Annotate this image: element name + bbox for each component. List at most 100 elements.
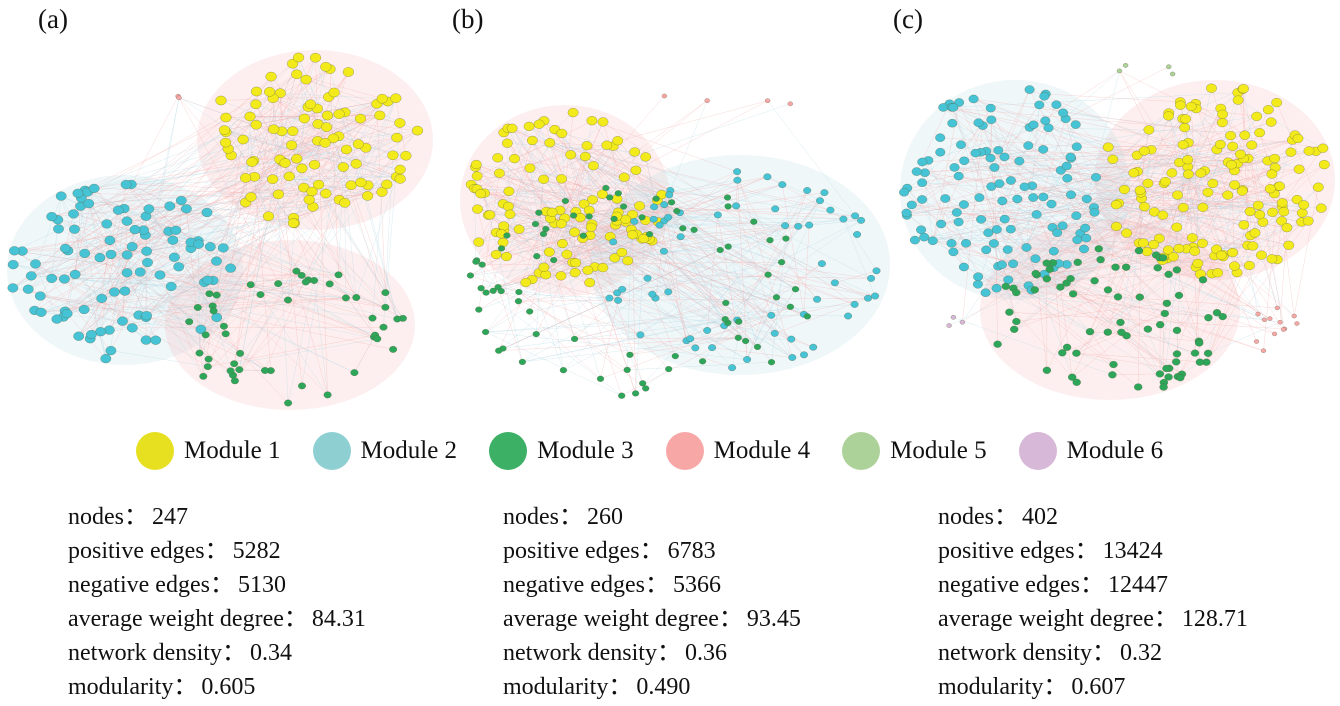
- edge: [503, 132, 793, 358]
- node-module-2: [951, 208, 962, 217]
- edge: [538, 124, 566, 202]
- node-module-1: [1225, 130, 1237, 141]
- node-module-1: [472, 204, 483, 214]
- edge: [234, 130, 418, 364]
- node-module-3: [1113, 293, 1123, 301]
- module-6-swatch: [1018, 432, 1057, 470]
- node-module-3: [531, 220, 540, 228]
- legend-label: Module 4: [713, 437, 811, 464]
- edge: [941, 159, 1188, 225]
- node-module-2: [69, 269, 81, 280]
- edge: [949, 151, 1316, 326]
- node-module-1: [555, 271, 567, 281]
- edge: [254, 176, 295, 224]
- node-module-2: [976, 215, 987, 224]
- node-module-3: [1072, 378, 1081, 386]
- edge: [952, 123, 1233, 253]
- edge: [1083, 114, 1223, 250]
- edge: [1004, 154, 1241, 158]
- stat-positive-edges: positive edges13424: [938, 534, 1248, 568]
- node-module-3: [381, 303, 390, 311]
- edge: [498, 337, 739, 351]
- node-module-3: [623, 366, 631, 374]
- edge: [1056, 104, 1232, 165]
- edge: [964, 160, 1072, 195]
- edge: [561, 133, 607, 146]
- node-module-5: [1169, 71, 1176, 77]
- node-module-2: [30, 259, 41, 269]
- edge: [1238, 99, 1323, 149]
- edge: [172, 240, 328, 396]
- edge: [1208, 322, 1281, 354]
- edge: [14, 108, 318, 251]
- node-module-1: [1215, 250, 1227, 260]
- node-module-2: [817, 260, 826, 268]
- edge: [14, 250, 208, 367]
- node-module-1: [523, 121, 535, 132]
- edge: [737, 190, 808, 321]
- edge: [471, 184, 591, 236]
- node-module-2: [648, 290, 657, 298]
- node-module-2: [141, 246, 153, 256]
- node-module-2: [112, 205, 124, 215]
- node-module-2: [204, 242, 216, 252]
- edge: [529, 126, 670, 196]
- node-module-1: [533, 119, 545, 129]
- node-module-1: [1276, 216, 1288, 226]
- edge: [600, 306, 791, 379]
- node-module-1: [1167, 252, 1179, 262]
- edge: [318, 184, 357, 298]
- node-module-3: [698, 358, 707, 365]
- node-module-2: [1051, 100, 1062, 110]
- edge: [585, 156, 805, 355]
- node-module-3: [596, 375, 605, 382]
- edge: [712, 347, 793, 358]
- node-module-2: [119, 286, 131, 296]
- edge: [629, 337, 739, 355]
- edge: [566, 249, 721, 255]
- network-c: [899, 63, 1335, 400]
- node-module-1: [1175, 100, 1186, 110]
- node-module-3: [323, 391, 332, 399]
- node-module-2: [73, 331, 85, 341]
- node-module-1: [298, 113, 311, 124]
- node-module-1: [1153, 233, 1165, 244]
- edge: [1177, 272, 1238, 377]
- node-module-3: [497, 287, 505, 295]
- node-module-1: [1229, 261, 1240, 271]
- edge: [575, 202, 672, 263]
- edge: [1234, 211, 1251, 267]
- edge: [1046, 150, 1310, 279]
- node-module-3: [221, 330, 230, 338]
- edge: [1163, 269, 1178, 383]
- node-module-1: [1254, 209, 1266, 220]
- node-module-2: [787, 335, 796, 343]
- node-module-3: [1162, 364, 1171, 373]
- node-module-3: [535, 209, 543, 216]
- node-module-2: [59, 243, 71, 254]
- edge: [911, 70, 1120, 206]
- node-module-1: [400, 150, 412, 161]
- node-module-2: [180, 204, 192, 214]
- edge: [1044, 260, 1163, 275]
- node-module-4: [176, 95, 182, 101]
- node-module-2: [713, 211, 722, 219]
- node-module-2: [972, 279, 983, 289]
- node-module-3: [1153, 264, 1162, 272]
- node-module-2: [733, 168, 742, 176]
- node-module-3: [1042, 275, 1052, 283]
- node-module-3: [236, 349, 245, 357]
- edge: [206, 212, 403, 319]
- node-module-3: [1094, 245, 1104, 253]
- edge: [1139, 188, 1271, 244]
- node-module-1: [1236, 186, 1248, 196]
- edge: [501, 223, 536, 292]
- edge: [903, 144, 962, 193]
- node-module-2: [959, 156, 970, 166]
- edge: [1294, 187, 1319, 317]
- node-module-3: [1056, 283, 1065, 291]
- node-module-3: [478, 261, 486, 268]
- node-module-2: [201, 207, 213, 218]
- node-module-2: [676, 233, 685, 241]
- node-module-1: [1283, 240, 1295, 250]
